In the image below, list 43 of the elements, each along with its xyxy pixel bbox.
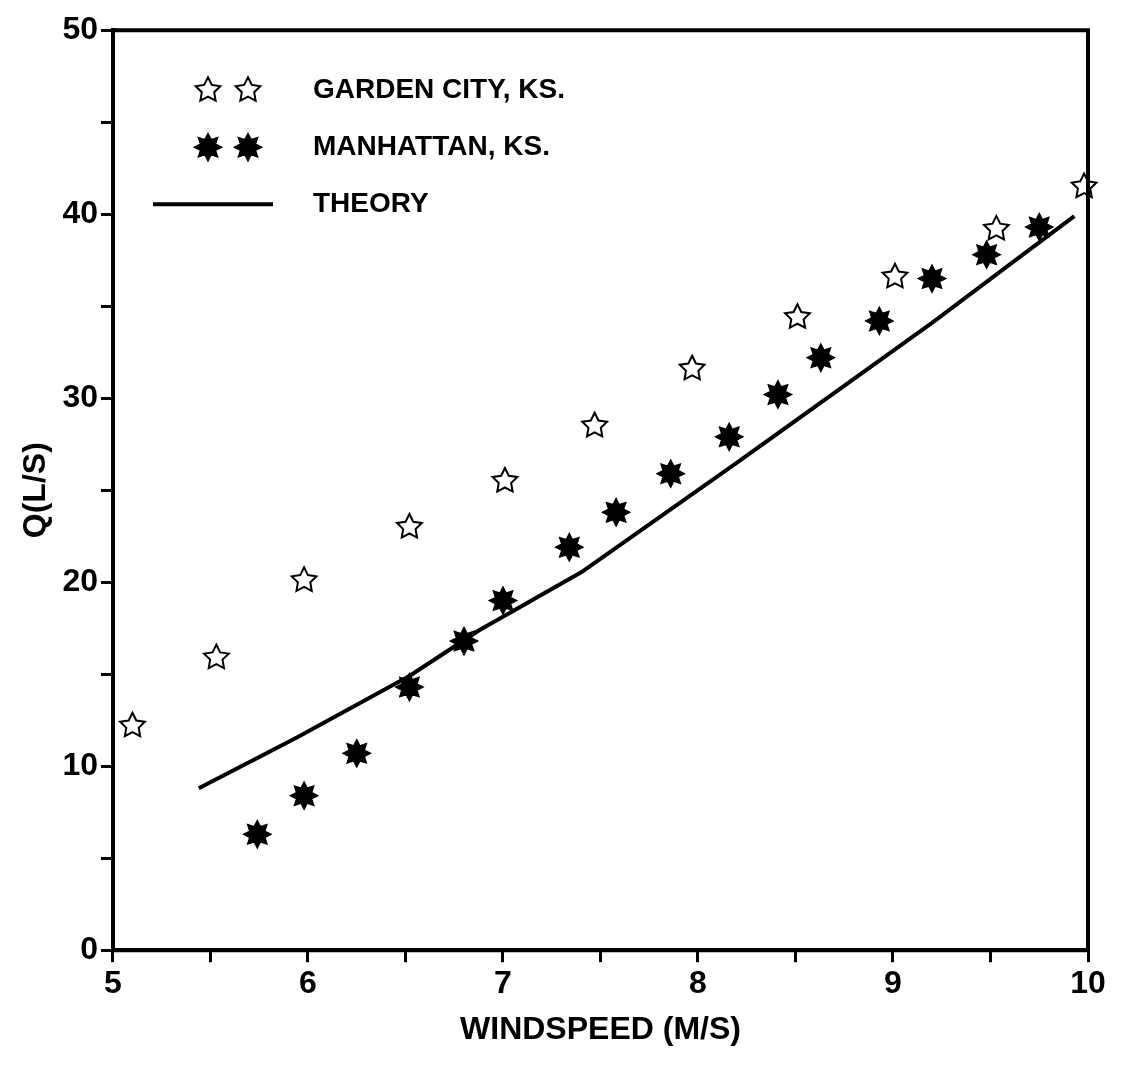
y-tick-label: 0: [80, 930, 98, 967]
point: [972, 240, 1001, 269]
point: [491, 467, 519, 493]
legend-label: MANHATTAN, KS.: [312, 129, 550, 161]
point: [555, 533, 584, 562]
point: [715, 422, 744, 451]
point: [763, 380, 792, 409]
x-tick-label: 8: [689, 964, 707, 1001]
y-tick-label: 40: [62, 194, 98, 231]
point: [1025, 213, 1054, 242]
point: [581, 411, 609, 438]
legend-label: THEORY: [312, 186, 429, 218]
point: [290, 781, 319, 810]
y-tick-label: 10: [62, 746, 98, 783]
point: [982, 214, 1010, 241]
y-tick-label: 30: [62, 378, 98, 415]
point: [489, 586, 517, 615]
point: [881, 262, 909, 289]
point: [656, 459, 685, 488]
y-tick-label: 50: [62, 10, 98, 47]
x-tick-label: 5: [104, 964, 122, 1001]
point: [396, 513, 423, 539]
point: [918, 264, 946, 293]
point: [806, 343, 835, 372]
point: [342, 739, 371, 768]
x-tick-label: 7: [494, 964, 512, 1001]
point: [202, 643, 230, 670]
legend-label: GARDEN CITY, KS.: [312, 72, 566, 104]
point: [678, 354, 706, 381]
y-axis-title: Q(L/S): [16, 442, 53, 539]
point: [865, 306, 894, 335]
x-tick-label: 10: [1070, 964, 1106, 1001]
point: [395, 673, 424, 702]
y-tick-label: 20: [62, 562, 98, 599]
x-tick-label: 9: [884, 964, 902, 1001]
point: [602, 498, 631, 527]
point: [290, 566, 318, 592]
point: [119, 711, 146, 738]
x-tick-label: 6: [299, 964, 317, 1001]
point: [243, 820, 272, 849]
point: [450, 627, 478, 656]
x-axis-title: WINDSPEED (M/S): [460, 1009, 741, 1046]
point: [784, 303, 811, 329]
